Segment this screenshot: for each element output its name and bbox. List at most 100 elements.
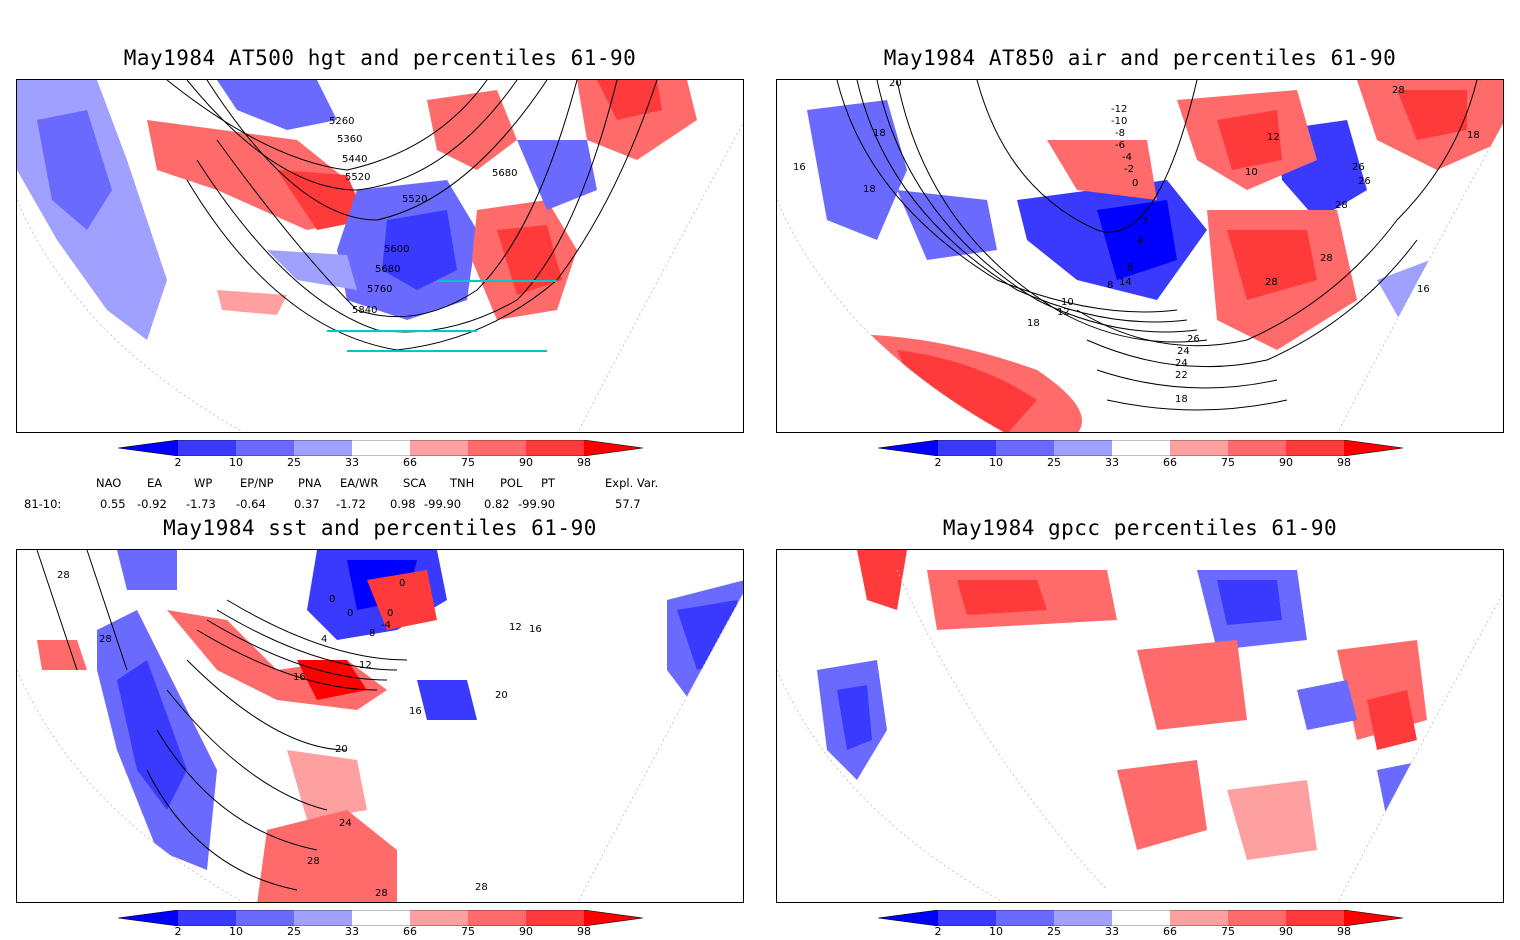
contour-label: 18 [1467, 130, 1480, 141]
anomaly-high-atlantic-core [277, 170, 367, 230]
contour-label: 18 [1027, 318, 1040, 329]
anomaly-high-north [427, 90, 517, 170]
colorbar-label: 98 [577, 456, 591, 469]
contour-label: -12 [1111, 104, 1127, 115]
contour-label: -6 [1115, 140, 1125, 151]
index-header: POL [500, 476, 523, 490]
colorbar-label: 90 [1279, 456, 1293, 469]
colorbar-label: 2 [934, 456, 942, 469]
contour-label: 8 [369, 628, 375, 639]
colorbar-label: 2 [174, 456, 182, 469]
contour-label: 14 [1119, 277, 1132, 288]
contour-label: 5440 [342, 154, 367, 165]
contour-label: 24 [1177, 346, 1190, 357]
colorbar-label: 33 [345, 925, 359, 938]
map-hgt500: 5260 5360 5440 5520 5520 5600 5680 5760 … [16, 79, 744, 433]
colorbar-label: 10 [989, 456, 1003, 469]
contour-label: 12 [1057, 307, 1070, 318]
anomaly-low-europe-core [382, 210, 457, 290]
colorbar-gpcc: 2 10 25 33 66 75 90 98 [877, 909, 1404, 940]
contour-label: 16 [529, 624, 542, 635]
contour-label: 5680 [492, 168, 517, 179]
contour-label: 4 [1137, 236, 1143, 247]
contour-label: -2 [1124, 164, 1134, 175]
index-value: 0.82 [484, 497, 510, 511]
panel-title-hgt500: May1984 AT500 hgt and percentiles 61-90 [123, 46, 637, 70]
index-header: EA/WR [340, 476, 379, 490]
colorbar-label: 10 [229, 925, 243, 938]
contour-label: 5840 [352, 305, 377, 316]
panel-title-air850: May1984 AT850 air and percentiles 61-90 [883, 46, 1397, 70]
colorbar-hgt500: 2 10 25 33 66 75 90 98 [117, 439, 644, 472]
colorbar-label: 33 [345, 456, 359, 469]
index-value: -99.90 [518, 497, 556, 511]
index-value: -0.92 [137, 497, 167, 511]
colorbar-label: 2 [934, 925, 942, 938]
colorbar-label: 66 [403, 925, 417, 938]
contour-label: 16 [793, 162, 806, 173]
colorbar-label: 33 [1105, 456, 1119, 469]
map-hgt500-canvas: 5260 5360 5440 5520 5520 5600 5680 5760 … [17, 80, 743, 432]
colorbar-label: 66 [403, 456, 417, 469]
anomaly-low-mid [267, 250, 357, 290]
contour-label: 5520 [402, 194, 427, 205]
index-value: 0.98 [390, 497, 416, 511]
index-value: -1.72 [336, 497, 366, 511]
contour-label: 5680 [375, 264, 400, 275]
contour-label: 0 [347, 608, 353, 619]
index-value: -1.73 [186, 497, 216, 511]
contour-label: 12 [359, 660, 372, 671]
contour-label: 18 [873, 128, 886, 139]
colorbar-label: 25 [287, 925, 301, 938]
contour-label: 5360 [337, 134, 362, 145]
contour-label: 28 [1335, 200, 1348, 211]
contour-label: 0 [387, 608, 393, 619]
contour-label: 28 [99, 634, 112, 645]
index-value: -99.90 [424, 497, 462, 511]
colorbar-label: 90 [1279, 925, 1293, 938]
contour-label: 10 [1061, 297, 1074, 308]
colorbar-sst: 2 10 25 33 66 75 90 98 [117, 909, 644, 940]
index-header: TNH [450, 476, 475, 490]
colorbar-label: 66 [1163, 456, 1177, 469]
contour-label: 16 [409, 706, 422, 717]
panel-title-gpcc: May1984 gpcc percentiles 61-90 [942, 516, 1338, 540]
anomaly-low-ne [517, 140, 597, 210]
contour-label: 5260 [329, 116, 354, 127]
map-gpcc [776, 549, 1504, 903]
index-value: 57.7 [615, 497, 641, 511]
contour-label: 4 [321, 634, 327, 645]
panel-title-sst: May1984 sst and percentiles 61-90 [163, 516, 597, 540]
contour-label: 0 [1132, 178, 1138, 189]
contour-label: 20 [889, 80, 902, 89]
colorbar-label: 98 [577, 925, 591, 938]
contour-label: 5600 [384, 244, 409, 255]
index-header: SCA [403, 476, 427, 490]
colorbar-label: 90 [519, 456, 533, 469]
contour-label: 20 [495, 690, 508, 701]
contour-label: 12 [509, 622, 522, 633]
contour-label: 18 [1175, 394, 1188, 405]
contour-label: 26 [1352, 162, 1365, 173]
colorbar-label: 75 [461, 925, 475, 938]
index-value-row: 81-10: 0.55 -0.92 -1.73 -0.64 0.37 -1.72… [0, 497, 760, 513]
contour-label: 24 [339, 818, 352, 829]
index-header-row: NAO EA WP EP/NP PNA EA/WR SCA TNH POL PT… [0, 476, 760, 492]
index-header: NAO [96, 476, 122, 490]
colorbar-label: 25 [287, 456, 301, 469]
contour-label: 26 [1187, 334, 1200, 345]
index-value: -0.64 [236, 497, 266, 511]
colorbar-label: 98 [1337, 456, 1351, 469]
anomaly-low-west-core [37, 110, 112, 230]
contour-label: 28 [475, 882, 488, 893]
contour-label: 20 [335, 744, 348, 755]
colorbar-label: 75 [461, 456, 475, 469]
contour-label: 28 [1320, 253, 1333, 264]
contour-label: 24 [1175, 358, 1188, 369]
colorbar-label: 10 [229, 456, 243, 469]
contour-label: 16 [1417, 284, 1430, 295]
map-gpcc-canvas [777, 550, 1503, 902]
anomaly-low-north [217, 80, 337, 130]
index-value: 0.55 [100, 497, 126, 511]
contour-label: -4 [1122, 152, 1132, 163]
